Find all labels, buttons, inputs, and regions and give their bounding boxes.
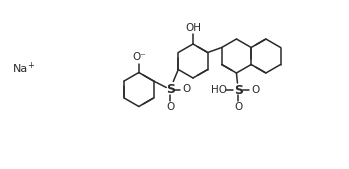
Text: OH: OH [185,23,201,33]
Text: O: O [234,102,243,112]
Text: S: S [234,83,243,96]
Text: HO: HO [211,85,228,95]
Text: Na: Na [13,64,28,74]
Text: O: O [166,102,174,112]
Text: +: + [27,61,34,69]
Text: S: S [166,83,175,96]
Text: O: O [251,85,260,95]
Text: O: O [182,84,191,94]
Text: O⁻: O⁻ [132,53,146,63]
